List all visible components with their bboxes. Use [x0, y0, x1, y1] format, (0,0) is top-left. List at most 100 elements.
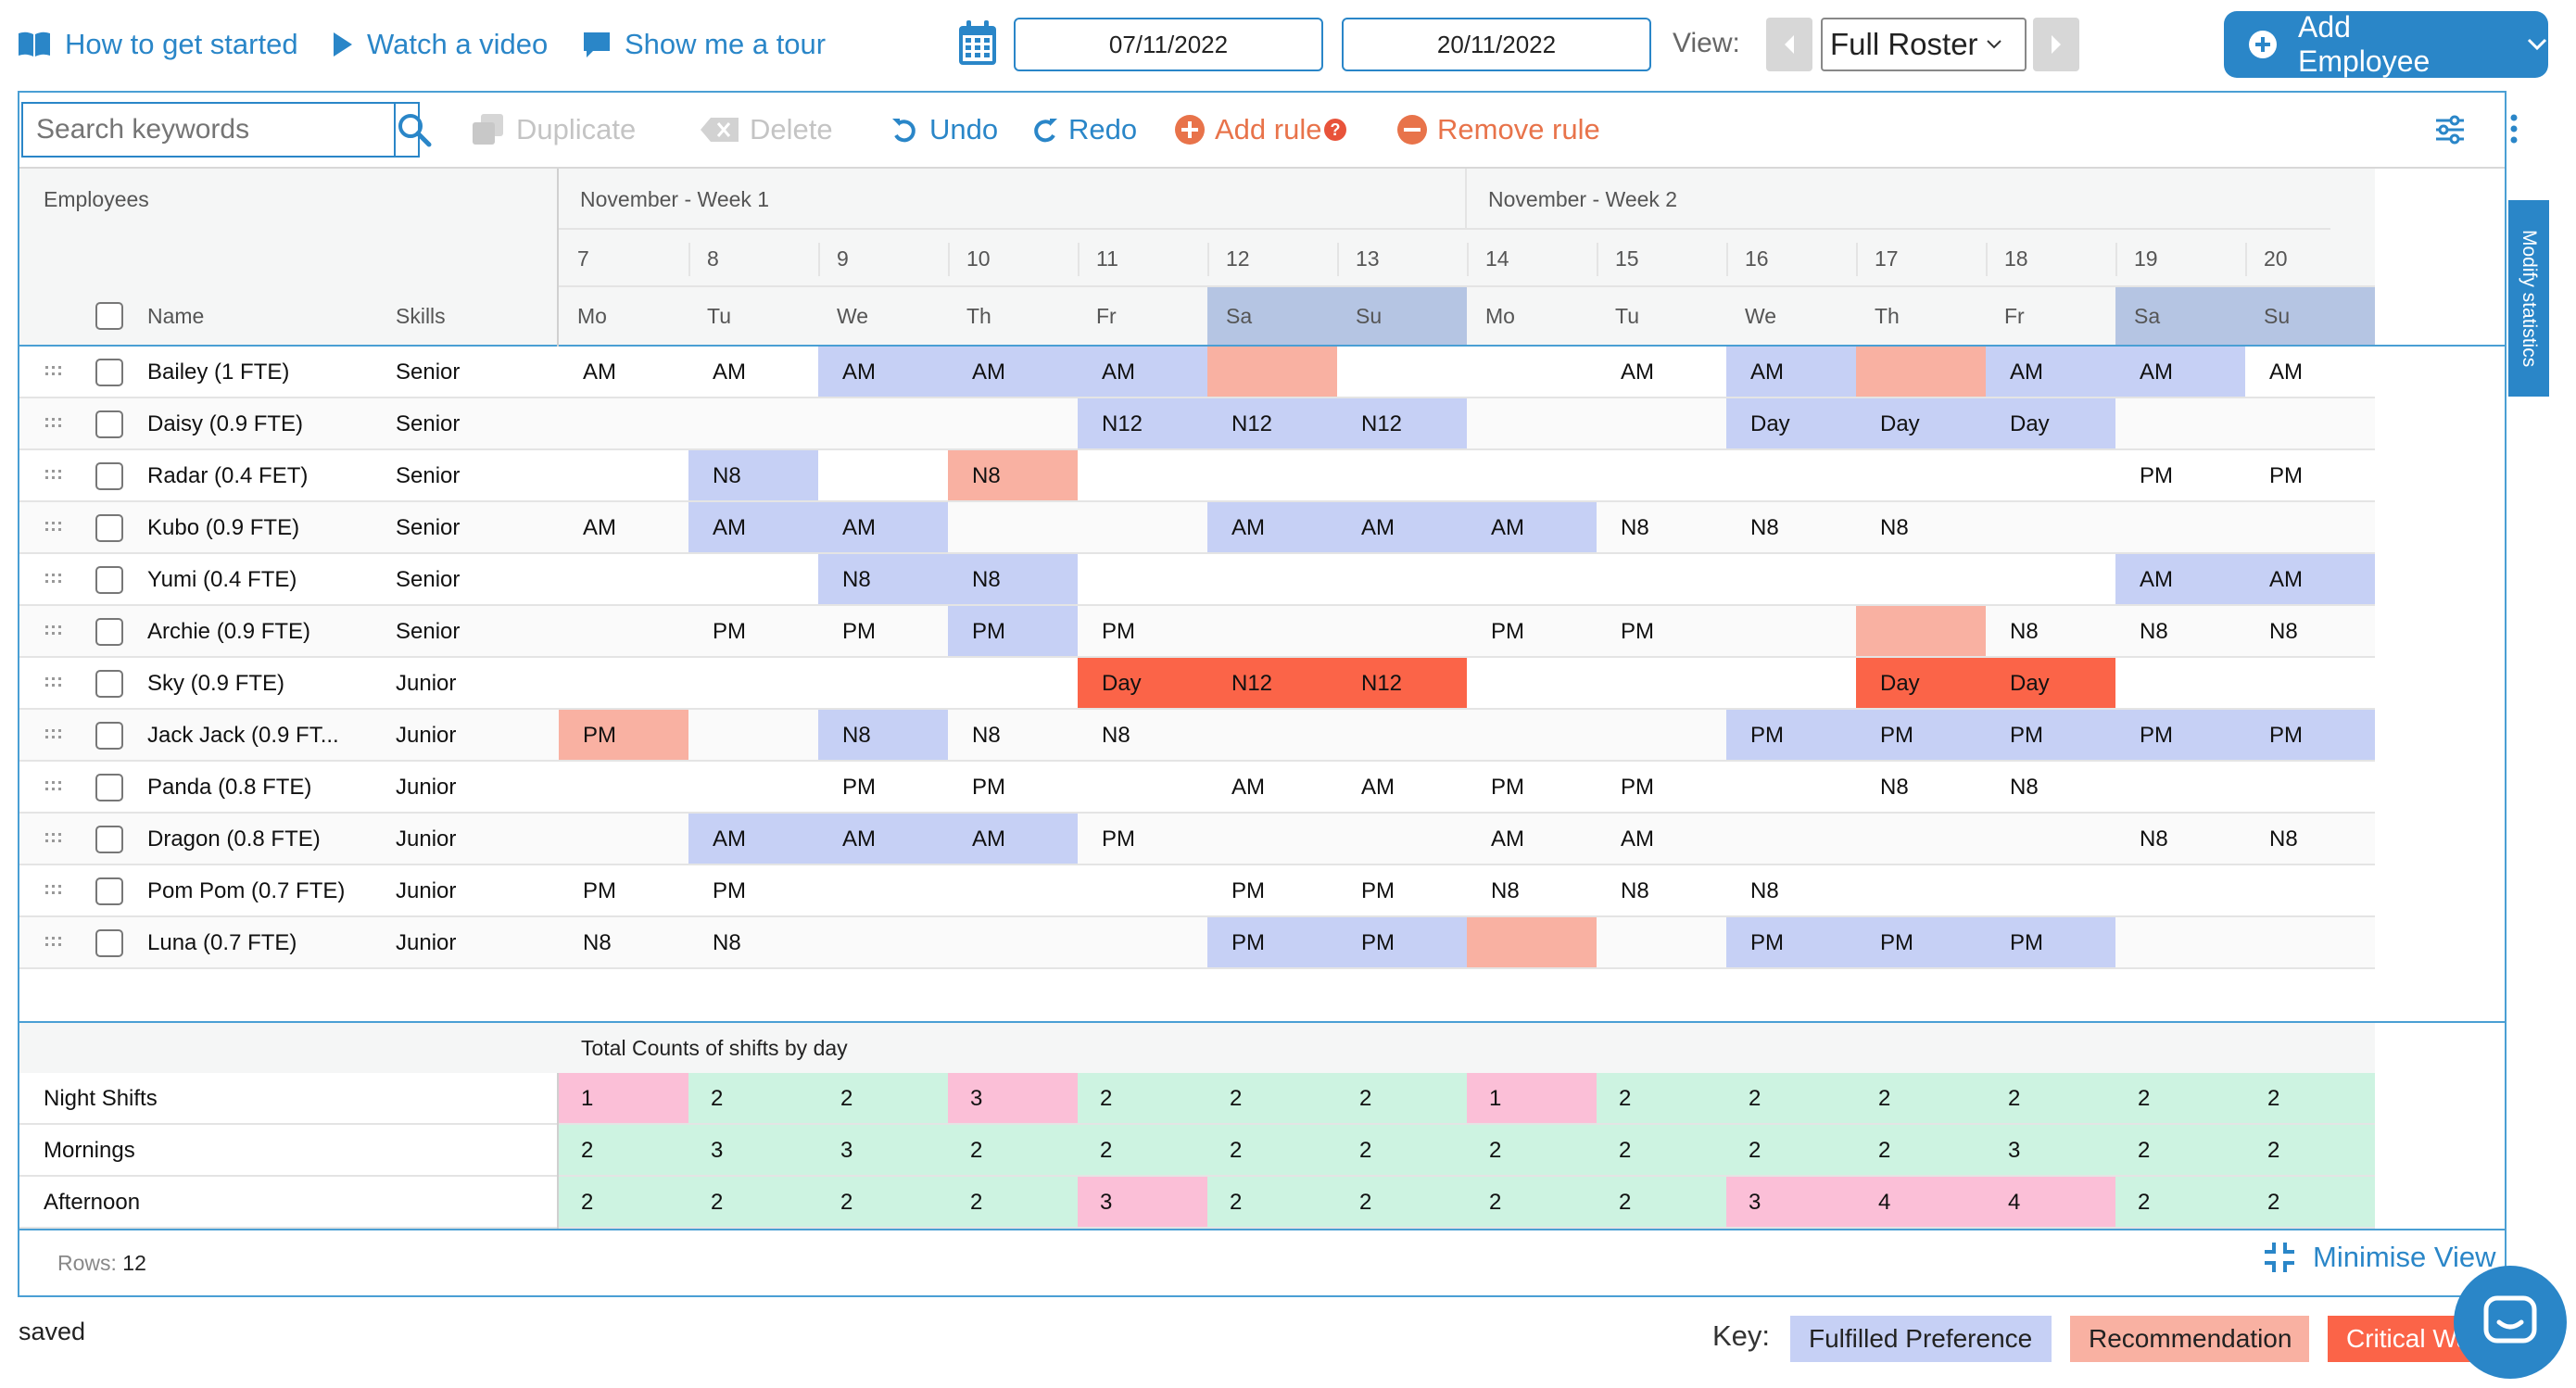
- row-checkbox[interactable]: [95, 929, 123, 957]
- shift-cell[interactable]: PM: [713, 878, 746, 903]
- previous-view-button[interactable]: [1766, 18, 1812, 71]
- shift-cell[interactable]: PM: [1491, 619, 1524, 644]
- shift-cell[interactable]: AM: [1207, 502, 1337, 554]
- shift-cell[interactable]: [1467, 554, 1597, 606]
- employee-name[interactable]: Dragon (0.8 FTE): [147, 826, 321, 852]
- row-checkbox[interactable]: [95, 826, 123, 853]
- shift-cell[interactable]: PM: [1986, 710, 2115, 762]
- shift-cell[interactable]: [1078, 502, 1207, 554]
- table-row[interactable]: [19, 814, 2375, 865]
- shift-cell[interactable]: [1726, 762, 1856, 814]
- shift-cell[interactable]: [1078, 917, 1207, 969]
- shift-cell[interactable]: [1856, 450, 1986, 502]
- shift-cell[interactable]: [1337, 554, 1467, 606]
- row-checkbox[interactable]: [95, 774, 123, 801]
- shift-cell[interactable]: [1207, 554, 1337, 606]
- shift-cell[interactable]: N8: [1880, 775, 1909, 800]
- shift-cell[interactable]: [1467, 710, 1597, 762]
- shift-cell[interactable]: N8: [583, 930, 612, 955]
- minimise-view-button[interactable]: Minimise View: [2263, 1241, 2496, 1274]
- shift-cell[interactable]: AM: [2115, 347, 2245, 398]
- shift-cell[interactable]: N8: [948, 554, 1078, 606]
- shift-cell[interactable]: [818, 865, 948, 917]
- row-checkbox[interactable]: [95, 410, 123, 438]
- shift-cell[interactable]: N12: [1207, 658, 1337, 710]
- shift-cell[interactable]: N8: [2010, 619, 2039, 644]
- shift-cell[interactable]: PM: [1726, 710, 1856, 762]
- employee-name[interactable]: Yumi (0.4 FTE): [147, 567, 297, 592]
- shift-cell[interactable]: N8: [818, 710, 948, 762]
- shift-cell[interactable]: AM: [688, 502, 818, 554]
- shift-cell[interactable]: PM: [2269, 463, 2303, 488]
- shift-cell[interactable]: [1597, 450, 1726, 502]
- shift-cell[interactable]: PM: [972, 775, 1005, 800]
- shift-cell[interactable]: AM: [1231, 775, 1265, 800]
- shift-cell[interactable]: [559, 554, 688, 606]
- shift-cell[interactable]: [1467, 917, 1597, 969]
- shift-cell[interactable]: [2245, 865, 2375, 917]
- how-to-get-started-link[interactable]: How to get started: [17, 22, 298, 67]
- shift-cell[interactable]: Day: [1856, 658, 1986, 710]
- shift-cell[interactable]: N8: [972, 723, 1001, 748]
- shift-cell[interactable]: PM: [713, 619, 746, 644]
- shift-cell[interactable]: [1986, 554, 2115, 606]
- select-all-checkbox[interactable]: [95, 302, 123, 330]
- show-tour-link[interactable]: Show me a tour: [582, 22, 826, 67]
- shift-cell[interactable]: PM: [948, 606, 1078, 658]
- employee-name[interactable]: Panda (0.8 FTE): [147, 775, 312, 800]
- shift-cell[interactable]: AM: [583, 515, 616, 540]
- watch-video-link[interactable]: Watch a video: [332, 22, 548, 67]
- shift-cell[interactable]: AM: [818, 814, 948, 865]
- shift-cell[interactable]: [1467, 398, 1597, 450]
- shift-cell[interactable]: [2115, 398, 2245, 450]
- drag-handle-icon[interactable]: [45, 832, 66, 845]
- shift-cell[interactable]: N8: [1621, 878, 1649, 903]
- shift-cell[interactable]: [1597, 554, 1726, 606]
- shift-cell[interactable]: PM: [2245, 710, 2375, 762]
- shift-cell[interactable]: [1986, 502, 2115, 554]
- shift-cell[interactable]: [1337, 814, 1467, 865]
- table-row[interactable]: [19, 762, 2375, 814]
- shift-cell[interactable]: [818, 658, 948, 710]
- drag-handle-icon[interactable]: [45, 469, 66, 482]
- row-checkbox[interactable]: [95, 618, 123, 646]
- shift-cell[interactable]: [1207, 347, 1337, 398]
- shift-cell[interactable]: N8: [1621, 515, 1649, 540]
- row-checkbox[interactable]: [95, 359, 123, 386]
- shift-cell[interactable]: [2115, 658, 2245, 710]
- employee-name[interactable]: Jack Jack (0.9 FT...: [147, 723, 339, 748]
- shift-cell[interactable]: [1078, 865, 1207, 917]
- shift-cell[interactable]: [1337, 347, 1467, 398]
- shift-cell[interactable]: [1467, 658, 1597, 710]
- search-button[interactable]: [394, 104, 433, 156]
- delete-button[interactable]: Delete: [700, 107, 833, 152]
- shift-cell[interactable]: AM: [2245, 554, 2375, 606]
- view-select[interactable]: Full Roster: [1821, 18, 2027, 71]
- shift-cell[interactable]: [2245, 502, 2375, 554]
- shift-cell[interactable]: [559, 814, 688, 865]
- employee-name[interactable]: Pom Pom (0.7 FTE): [147, 878, 346, 903]
- shift-cell[interactable]: [1856, 347, 1986, 398]
- shift-cell[interactable]: [1207, 710, 1337, 762]
- shift-cell[interactable]: PM: [583, 878, 616, 903]
- settings-sliders-icon[interactable]: [2434, 115, 2466, 145]
- shift-cell[interactable]: [2245, 658, 2375, 710]
- shift-cell[interactable]: Day: [1986, 658, 2115, 710]
- drag-handle-icon[interactable]: [45, 780, 66, 793]
- name-column-header[interactable]: Name: [147, 303, 205, 328]
- shift-cell[interactable]: [1467, 450, 1597, 502]
- shift-cell[interactable]: PM: [842, 619, 876, 644]
- shift-cell[interactable]: [1467, 347, 1597, 398]
- shift-cell[interactable]: [2245, 917, 2375, 969]
- shift-cell[interactable]: AM: [1078, 347, 1207, 398]
- shift-cell[interactable]: PM: [1621, 619, 1654, 644]
- shift-cell[interactable]: [1597, 658, 1726, 710]
- shift-cell[interactable]: PM: [1361, 878, 1395, 903]
- add-employee-button[interactable]: Add Employee: [2224, 10, 2548, 78]
- redo-button[interactable]: Redo: [1029, 107, 1137, 152]
- shift-cell[interactable]: [818, 450, 948, 502]
- shift-cell[interactable]: AM: [818, 347, 948, 398]
- shift-cell[interactable]: [1726, 814, 1856, 865]
- shift-cell[interactable]: AM: [1621, 826, 1654, 852]
- shift-cell[interactable]: N8: [2010, 775, 2039, 800]
